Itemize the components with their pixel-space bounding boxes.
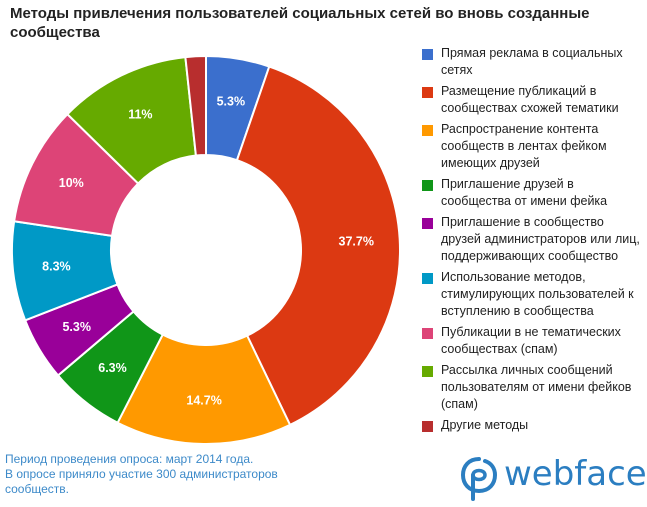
legend-swatch	[422, 180, 433, 191]
survey-note: Период проведения опроса: март 2014 года…	[5, 452, 345, 497]
legend-label: Публикации в не тематических сообществах…	[441, 325, 621, 356]
legend-label: Размещение публикаций в сообществах схож…	[441, 84, 619, 115]
survey-note-line: сообществ.	[5, 482, 69, 496]
slice-value-label: 14.7%	[186, 393, 221, 407]
legend-label: Приглашение в сообщество друзей админист…	[441, 215, 640, 263]
slice-value-label: 11%	[128, 108, 152, 122]
legend-item: Приглашение в сообщество друзей админист…	[422, 214, 642, 265]
legend-label: Другие методы	[441, 418, 529, 432]
webface-logo-text: webface	[504, 454, 647, 494]
legend: Прямая реклама в социальных сетях Размеще…	[422, 45, 642, 438]
chart-title: Методы привлечения пользователей социаль…	[10, 5, 590, 41]
legend-swatch	[422, 49, 433, 60]
donut-chart: 5.3% 37.7% 14.7% 6.3% 5.3% 8.3% 10% 11%	[11, 54, 401, 445]
legend-item: Распространение контента сообществ в лен…	[422, 121, 642, 172]
slice-labels-group: 5.3% 37.7% 14.7% 6.3% 5.3% 8.3% 10% 11%	[42, 95, 374, 408]
legend-swatch	[422, 273, 433, 284]
legend-label: Приглашение друзей в сообщества от имени…	[441, 177, 608, 208]
webface-logo: webface	[458, 454, 647, 502]
slice-value-label: 5.3%	[217, 95, 246, 109]
survey-note-line: В опросе приняло участие 300 администрат…	[5, 467, 278, 481]
survey-note-line: Период проведения опроса: март 2014 года…	[5, 452, 254, 466]
legend-item: Другие методы	[422, 417, 642, 434]
legend-swatch	[422, 328, 433, 339]
webface-logo-icon	[460, 457, 498, 501]
legend-label: Использование методов, стимулирующих пол…	[441, 270, 634, 318]
legend-item: Рассылка личных сообщений пользователям …	[422, 362, 642, 413]
legend-label: Рассылка личных сообщений пользователям …	[441, 363, 632, 411]
slice-value-label: 10%	[59, 176, 84, 190]
legend-item: Использование методов, стимулирующих пол…	[422, 269, 642, 320]
pie-slice	[184, 54, 207, 157]
legend-swatch	[422, 125, 433, 136]
slices-group	[11, 54, 401, 445]
legend-swatch	[422, 421, 433, 432]
legend-item: Публикации в не тематических сообществах…	[422, 324, 642, 358]
legend-swatch	[422, 366, 433, 377]
legend-label: Прямая реклама в социальных сетях	[441, 46, 623, 77]
legend-item: Прямая реклама в социальных сетях	[422, 45, 642, 79]
legend-label: Распространение контента сообществ в лен…	[441, 122, 607, 170]
slice-value-label: 6.3%	[98, 361, 127, 375]
legend-swatch	[422, 218, 433, 229]
slice-value-label: 5.3%	[62, 320, 91, 334]
legend-item: Размещение публикаций в сообществах схож…	[422, 83, 642, 117]
pie-slice	[116, 333, 292, 445]
slice-value-label: 8.3%	[42, 260, 71, 274]
pie-slice	[235, 65, 401, 427]
legend-swatch	[422, 87, 433, 98]
slice-value-label: 37.7%	[339, 234, 374, 248]
legend-item: Приглашение друзей в сообщества от имени…	[422, 176, 642, 210]
